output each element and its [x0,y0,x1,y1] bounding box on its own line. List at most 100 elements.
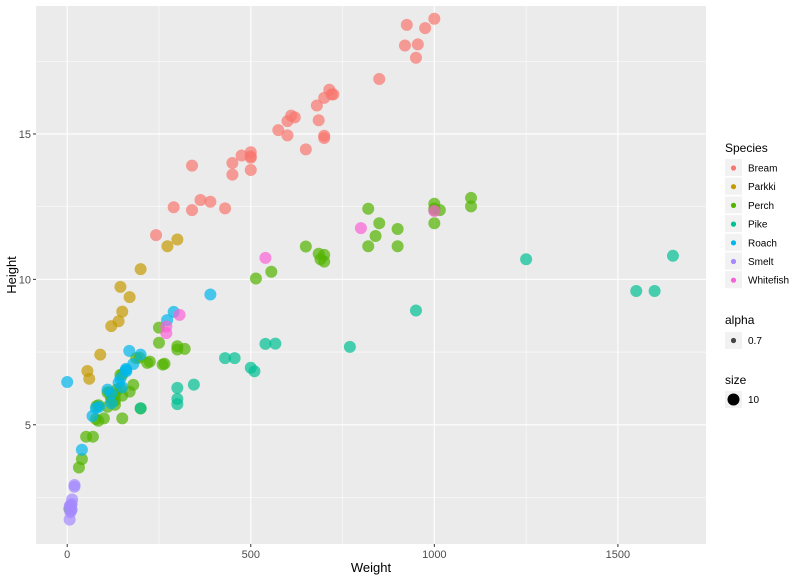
data-point-parkki [112,315,125,328]
axis-ticks: 0 500 1000 1500 5 10 15 [19,129,630,561]
data-point-perch [249,272,262,285]
x-axis-title: Weight [351,560,392,575]
data-point-bream [409,51,422,64]
legend-key-roach [730,240,737,246]
legend: Species Bream Parkki Perch Pike Roach Smelt Whi… [725,141,789,408]
data-point-bream [244,146,257,159]
data-point-bream [204,195,217,208]
legend-title-species: Species [725,141,768,155]
data-point-perch [391,240,404,253]
y-tick-label: 10 [19,274,31,286]
data-point-bream [419,22,432,35]
data-point-pike [244,361,257,374]
legend-label-smelt: Smelt [748,257,774,268]
legend-key-bream [730,165,737,171]
data-point-perch [465,200,478,213]
data-point-bream [226,157,239,170]
data-points [61,12,679,526]
data-point-parkki [134,263,147,276]
data-point-pike [269,337,282,350]
data-point-parkki [161,240,174,253]
data-point-parkki [114,280,127,293]
data-point-perch [369,230,382,243]
data-point-pike [648,284,661,297]
data-point-smelt [68,478,81,491]
data-point-bream [281,129,294,142]
legend-label-whitefish: Whitefish [748,276,789,287]
data-point-pike [219,352,232,365]
legend-label-alpha: 0.7 [748,336,762,347]
legend-key-whitefish [730,277,737,283]
data-point-pike [666,249,679,262]
data-point-perch [86,430,99,443]
legend-key-parkki [730,184,737,190]
data-point-perch [127,378,140,391]
data-point-pike [187,378,200,391]
data-point-perch [141,356,154,369]
data-point-perch [373,217,386,230]
data-point-bream [400,18,413,31]
data-point-bream [318,129,331,142]
data-point-perch [391,223,404,236]
data-point-roach [123,344,136,357]
legend-label-size: 10 [748,395,760,406]
x-tick-label: 1500 [606,549,630,561]
legend-label-pike: Pike [748,220,768,231]
data-point-parkki [83,372,96,385]
data-point-pike [520,253,533,266]
legend-key-alpha [730,337,737,344]
data-point-pike [343,340,356,353]
legend-key-smelt [730,258,737,265]
data-point-perch [178,342,191,355]
legend-key-perch [730,202,737,208]
data-point-pike [259,337,272,350]
data-point-bream [428,12,441,25]
data-point-pike [171,381,184,394]
data-point-bream [167,201,180,214]
data-point-bream [219,202,232,215]
data-point-parkki [94,348,107,361]
data-point-pike [630,284,643,297]
legend-label-roach: Roach [748,238,777,249]
data-point-perch [362,240,375,253]
data-point-parkki [116,305,129,318]
data-point-bream [186,204,199,217]
legend-label-bream: Bream [748,164,777,175]
x-tick-label: 1000 [422,549,446,561]
data-point-smelt [65,497,78,510]
data-point-bream [310,99,323,112]
legend-title-alpha: alpha [725,313,755,327]
y-tick-label: 5 [25,420,31,432]
data-point-bream [312,114,325,127]
data-point-perch [75,453,88,466]
data-point-bream [235,149,248,162]
data-point-bream [373,72,386,85]
data-point-perch [314,253,327,266]
data-point-roach [61,376,74,389]
data-point-pike [171,398,184,411]
data-point-roach [75,443,88,456]
data-point-roach [112,376,125,389]
data-point-perch [152,336,165,349]
data-point-perch [299,240,312,253]
data-point-parkki [123,291,136,304]
data-point-whitefish [354,222,367,235]
data-point-roach [105,397,118,410]
data-point-whitefish [259,251,272,264]
plot-panel [36,6,706,544]
data-point-perch [428,217,441,230]
data-point-bream [288,111,301,124]
grid-lines [36,6,706,544]
data-point-pike [409,304,422,317]
data-point-whitefish [173,308,186,321]
legend-key-pike [730,221,737,227]
data-point-roach [204,288,217,301]
data-point-perch [465,191,478,204]
x-tick-label: 500 [242,549,260,561]
data-point-bream [398,39,411,52]
data-point-bream [411,38,424,51]
y-axis-title: Height [4,256,19,294]
y-tick-label: 15 [19,129,31,141]
data-point-whitefish [428,205,441,218]
